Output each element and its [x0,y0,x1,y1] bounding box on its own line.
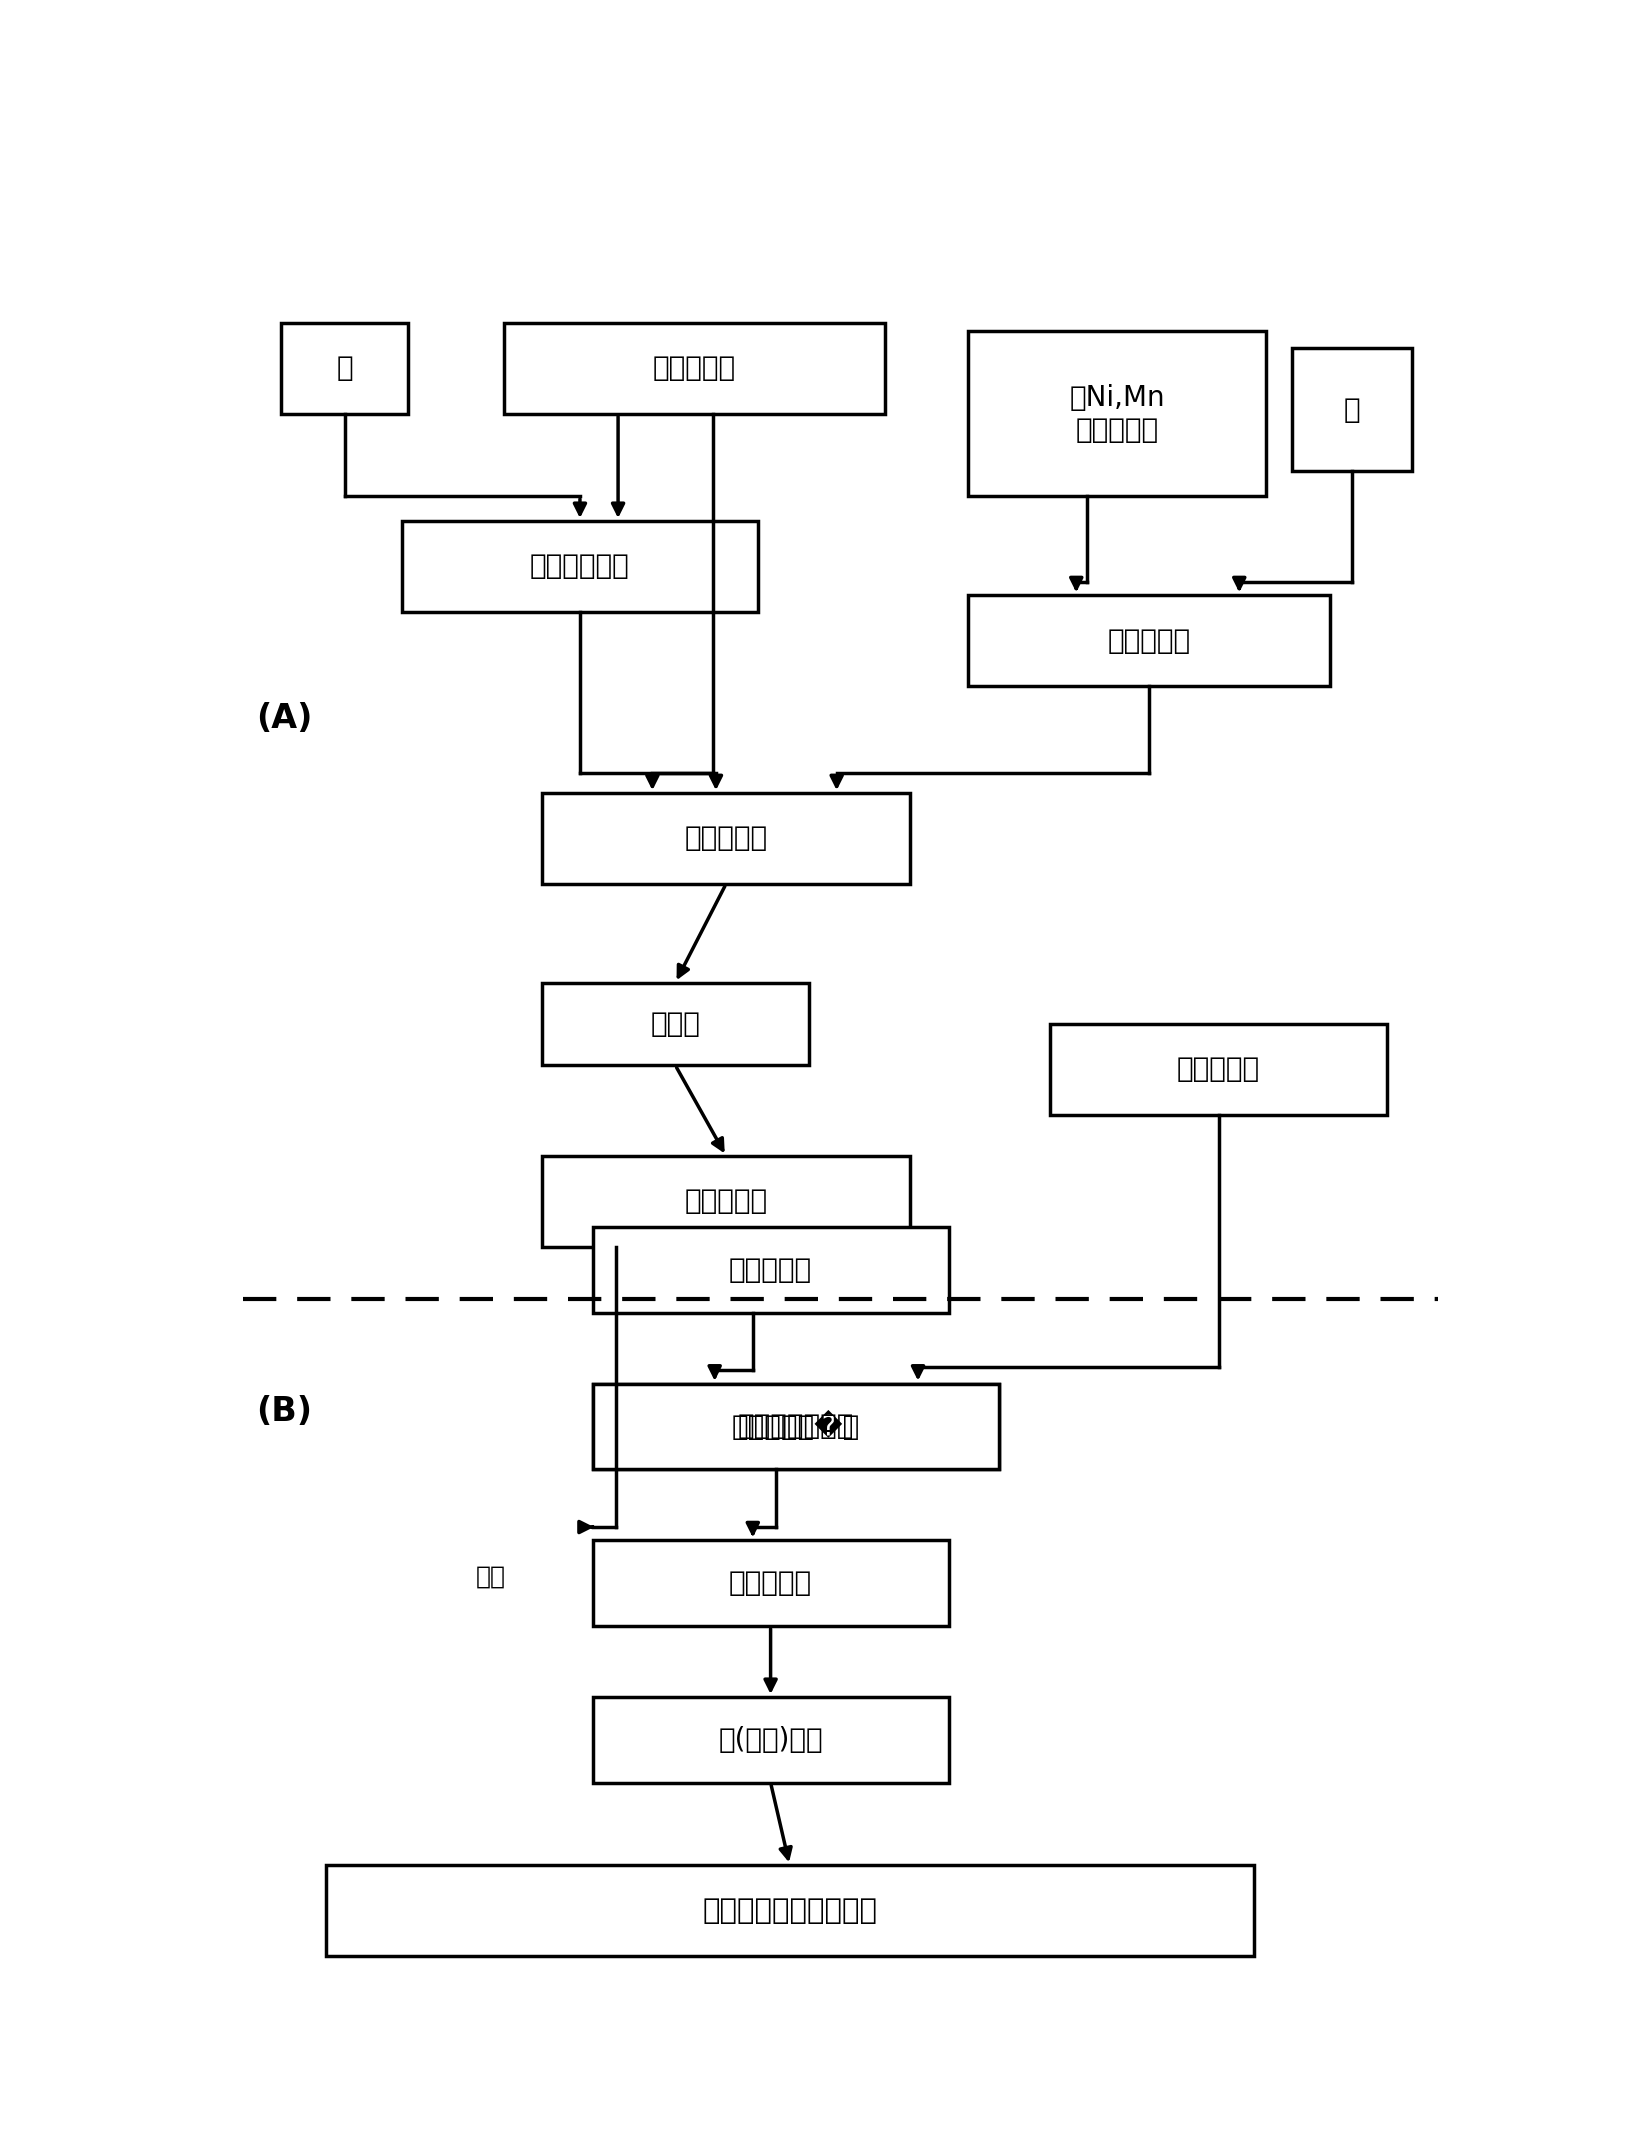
FancyBboxPatch shape [326,1866,1252,1956]
Text: 水: 水 [336,353,352,383]
FancyBboxPatch shape [592,1384,998,1469]
Text: 添加: 添加 [475,1564,506,1589]
Text: 水: 水 [1342,396,1360,424]
Text: 含Ni,Mn
金属化合物: 含Ni,Mn 金属化合物 [1069,383,1164,443]
FancyBboxPatch shape [967,332,1265,497]
FancyBboxPatch shape [541,793,910,885]
Text: 混合水溶液: 混合水溶液 [1177,1056,1259,1084]
Text: (B): (B) [256,1394,311,1429]
Text: 反应水溶液: 反应水溶液 [729,1570,811,1598]
Text: 核生成: 核生成 [651,1011,700,1039]
FancyBboxPatch shape [592,1540,947,1626]
Text: 成分调整水�液: 成分调整水�液 [731,1412,859,1442]
Text: 碱性水溶液: 碱性水溶液 [729,1255,811,1283]
Text: (A): (A) [256,703,311,735]
FancyBboxPatch shape [592,1696,947,1782]
Text: 核(粒子)生长: 核(粒子)生长 [718,1726,823,1754]
Text: 反应水溶液: 反应水溶液 [683,825,767,853]
Text: 碱性水溶液: 碱性水溶液 [652,353,736,383]
FancyBboxPatch shape [503,323,885,413]
FancyBboxPatch shape [967,595,1329,685]
Text: 镍锰复合氢氧化物粒子: 镍锰复合氢氧化物粒子 [701,1896,877,1924]
Text: 含核水溶液: 含核水溶液 [683,1187,767,1215]
FancyBboxPatch shape [1049,1024,1387,1114]
FancyBboxPatch shape [592,1384,998,1469]
Text: 混合水溶液: 混合水溶液 [1106,625,1190,655]
FancyBboxPatch shape [541,1157,910,1247]
FancyBboxPatch shape [1292,347,1411,471]
FancyBboxPatch shape [282,323,408,413]
Text: 反应前水溶液: 反应前水溶液 [529,553,629,580]
FancyBboxPatch shape [402,521,757,613]
FancyBboxPatch shape [592,1227,947,1313]
FancyBboxPatch shape [541,983,808,1065]
Text: 成分调整水溶液: 成分调整水溶液 [738,1412,854,1439]
